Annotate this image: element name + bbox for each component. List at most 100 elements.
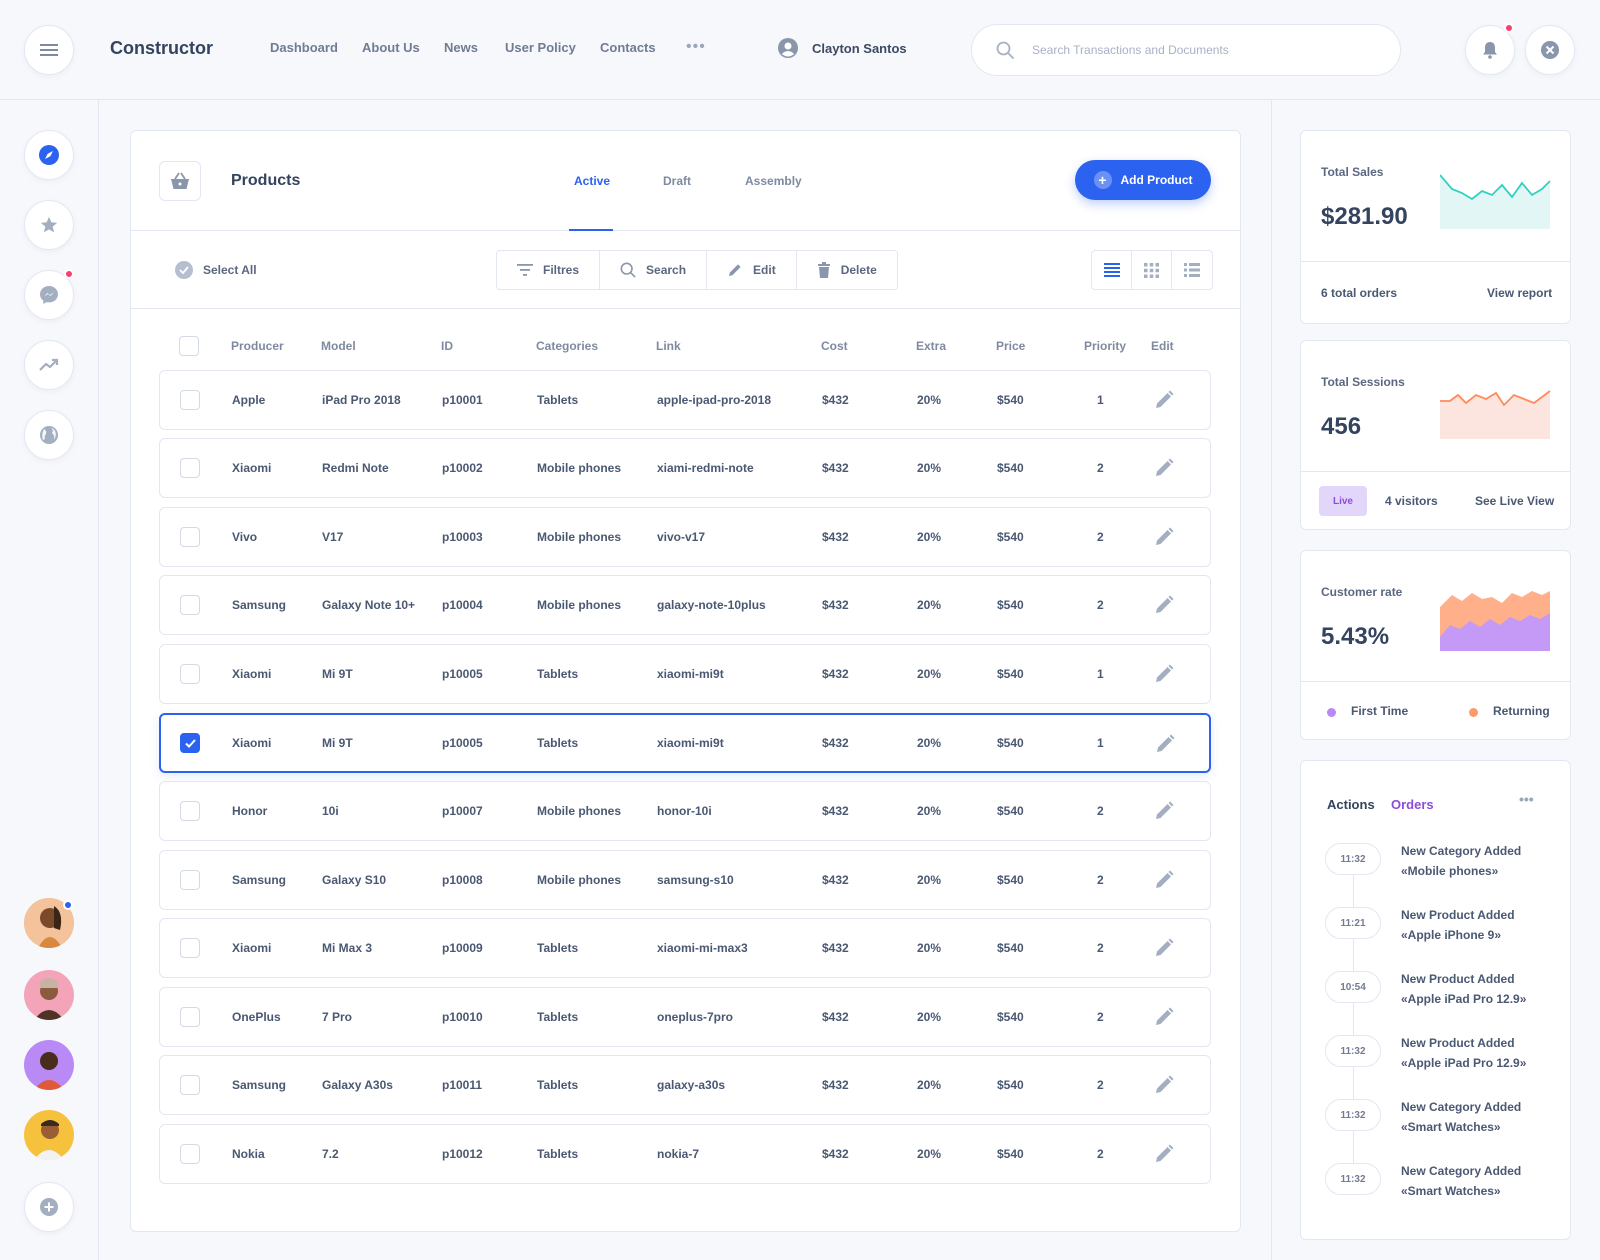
row-checkbox[interactable] bbox=[180, 458, 200, 478]
col-price[interactable]: Price bbox=[996, 339, 1026, 353]
menu-button[interactable] bbox=[24, 25, 74, 75]
nav-user-policy[interactable]: User Policy bbox=[505, 40, 576, 55]
team-avatar-3[interactable] bbox=[24, 1040, 74, 1090]
search-input[interactable] bbox=[1032, 43, 1362, 57]
col-link[interactable]: Link bbox=[656, 339, 681, 353]
table-row[interactable]: Samsung Galaxy S10 p10008 Mobile phones sams… bbox=[159, 850, 1211, 910]
col-producer[interactable]: Producer bbox=[231, 339, 284, 353]
table-row[interactable]: Xiaomi Redmi Note p10002 Mobile phones xiami… bbox=[159, 438, 1211, 498]
col-extra[interactable]: Extra bbox=[916, 339, 947, 353]
row-checkbox[interactable] bbox=[180, 801, 200, 821]
table-row[interactable]: Samsung Galaxy A30s p10011 Tablets galaxy-a3… bbox=[159, 1055, 1211, 1115]
row-edit-button[interactable] bbox=[1154, 390, 1174, 415]
row-edit-button[interactable] bbox=[1154, 870, 1174, 895]
grid-view-button[interactable] bbox=[1132, 251, 1172, 289]
event-time: 11:32 bbox=[1325, 1099, 1381, 1131]
row-edit-button[interactable] bbox=[1154, 1007, 1174, 1032]
view-report-link[interactable]: View report bbox=[1487, 286, 1553, 300]
header-checkbox[interactable] bbox=[179, 336, 199, 356]
event-item[interactable]: New Product Added «Apple iPad Pro 12.9» bbox=[1401, 969, 1526, 1009]
tab-orders[interactable]: Orders bbox=[1391, 797, 1434, 812]
nav-contacts[interactable]: Contacts bbox=[600, 40, 656, 55]
user-menu[interactable]: Clayton Santos bbox=[778, 38, 907, 58]
more-options-button[interactable]: ••• bbox=[1519, 791, 1534, 807]
table-row[interactable]: Xiaomi Mi 9T p10005 Tablets xiaomi-mi9t $432 2… bbox=[159, 644, 1211, 704]
col-cost[interactable]: Cost bbox=[821, 339, 848, 353]
list-view-button[interactable] bbox=[1092, 251, 1132, 289]
row-checkbox[interactable] bbox=[180, 938, 200, 958]
cell-extra: 20% bbox=[917, 804, 942, 818]
row-checkbox[interactable] bbox=[180, 733, 200, 753]
nav-more-button[interactable]: ••• bbox=[686, 38, 706, 55]
row-checkbox[interactable] bbox=[180, 1007, 200, 1027]
row-checkbox[interactable] bbox=[180, 870, 200, 890]
select-all-label: Select All bbox=[203, 263, 257, 277]
col-model[interactable]: Model bbox=[321, 339, 356, 353]
row-edit-button[interactable] bbox=[1154, 458, 1174, 483]
tab-assembly[interactable]: Assembly bbox=[745, 174, 802, 188]
sidebar-analytics-button[interactable] bbox=[24, 340, 74, 390]
edit-button[interactable]: Edit bbox=[707, 251, 797, 289]
team-avatar-4[interactable] bbox=[24, 1110, 74, 1160]
close-icon bbox=[1541, 41, 1559, 59]
cell-model: Mi 9T bbox=[322, 667, 353, 681]
team-avatar-2[interactable] bbox=[24, 970, 74, 1020]
table-row[interactable]: Samsung Galaxy Note 10+ p10004 Mobile phone… bbox=[159, 575, 1211, 635]
table-row[interactable]: Honor 10i p10007 Mobile phones honor-10i $432… bbox=[159, 781, 1211, 841]
event-item[interactable]: New Category Added «Smart Watches» bbox=[1401, 1161, 1521, 1201]
event-time: 10:54 bbox=[1325, 971, 1381, 1003]
col-priority[interactable]: Priority bbox=[1084, 339, 1127, 353]
see-live-view-link[interactable]: See Live View bbox=[1475, 494, 1555, 508]
row-edit-button[interactable] bbox=[1154, 1144, 1174, 1169]
table-row[interactable]: Xiaomi Mi 9T p10005 Tablets xiaomi-mi9t $432 2… bbox=[159, 713, 1211, 773]
nav-dashboard[interactable]: Dashboard bbox=[270, 40, 338, 55]
sessions-footer: Live 4 visitors See Live View bbox=[1301, 471, 1570, 529]
sidebar-compass-button[interactable] bbox=[24, 130, 74, 180]
sidebar-globe-button[interactable] bbox=[24, 410, 74, 460]
delete-button[interactable]: Delete bbox=[797, 251, 897, 289]
event-item[interactable]: New Product Added «Apple iPhone 9» bbox=[1401, 905, 1515, 945]
table-row[interactable]: Vivo V17 p10003 Mobile phones vivo-v17 $432 20… bbox=[159, 507, 1211, 567]
notifications-button[interactable] bbox=[1465, 25, 1515, 75]
event-item[interactable]: New Category Added «Smart Watches» bbox=[1401, 1097, 1521, 1137]
add-member-button[interactable] bbox=[24, 1182, 74, 1232]
row-edit-button[interactable] bbox=[1154, 801, 1174, 826]
close-button[interactable] bbox=[1525, 25, 1575, 75]
returning-label: Returning bbox=[1493, 704, 1550, 718]
row-edit-button[interactable] bbox=[1154, 527, 1174, 552]
row-edit-button[interactable] bbox=[1155, 734, 1175, 759]
table-row[interactable]: OnePlus 7 Pro p10010 Tablets oneplus-7pro $43… bbox=[159, 987, 1211, 1047]
tab-active[interactable]: Active bbox=[574, 174, 611, 188]
nav-news[interactable]: News bbox=[444, 40, 478, 55]
row-checkbox[interactable] bbox=[180, 664, 200, 684]
filters-button[interactable]: Filtres bbox=[497, 251, 601, 289]
row-checkbox[interactable] bbox=[180, 390, 200, 410]
row-checkbox[interactable] bbox=[180, 527, 200, 547]
row-edit-button[interactable] bbox=[1154, 595, 1174, 620]
table-row[interactable]: Xiaomi Mi Max 3 p10009 Tablets xiaomi-mi-max… bbox=[159, 918, 1211, 978]
select-all-toggle[interactable]: Select All bbox=[175, 261, 257, 279]
col-categories[interactable]: Categories bbox=[536, 339, 599, 353]
tab-actions[interactable]: Actions bbox=[1327, 797, 1375, 812]
table-row[interactable]: Nokia 7.2 p10012 Tablets nokia-7 $432 20% $540 2 bbox=[159, 1124, 1211, 1184]
search-button[interactable]: Search bbox=[600, 251, 708, 289]
col-id[interactable]: ID bbox=[441, 339, 453, 353]
row-edit-button[interactable] bbox=[1154, 938, 1174, 963]
nav-about-us[interactable]: About Us bbox=[362, 40, 420, 55]
basket-button[interactable] bbox=[159, 161, 201, 201]
row-checkbox[interactable] bbox=[180, 1075, 200, 1095]
event-item[interactable]: New Category Added «Mobile phones» bbox=[1401, 841, 1521, 881]
sidebar-favorites-button[interactable] bbox=[24, 200, 74, 250]
table-row[interactable]: Apple iPad Pro 2018 p10001 Tablets apple-ipa… bbox=[159, 370, 1211, 430]
add-product-button[interactable]: + Add Product bbox=[1075, 160, 1211, 200]
top-bar: Constructor Dashboard About Us News User… bbox=[0, 0, 1600, 100]
row-checkbox[interactable] bbox=[180, 595, 200, 615]
cell-extra: 20% bbox=[917, 1078, 942, 1092]
detail-view-button[interactable] bbox=[1172, 251, 1212, 289]
row-checkbox[interactable] bbox=[180, 1144, 200, 1164]
event-title: New Product Added bbox=[1401, 1036, 1515, 1050]
row-edit-button[interactable] bbox=[1154, 664, 1174, 689]
event-item[interactable]: New Product Added «Apple iPad Pro 12.9» bbox=[1401, 1033, 1526, 1073]
row-edit-button[interactable] bbox=[1154, 1075, 1174, 1100]
tab-draft[interactable]: Draft bbox=[663, 174, 692, 188]
